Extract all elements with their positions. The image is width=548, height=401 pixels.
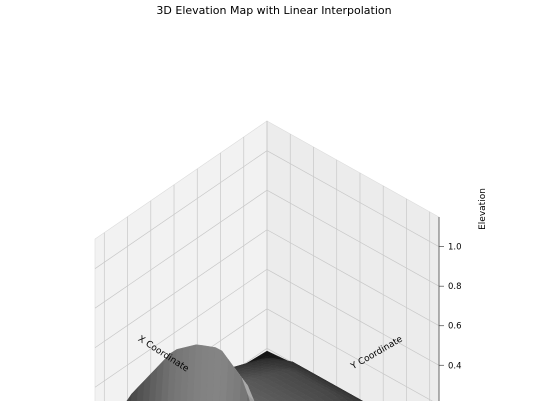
z-tick-label: 0.4 [448, 361, 462, 371]
pane-right [267, 121, 439, 401]
z-axis-label: Elevation [478, 188, 488, 230]
z-tick-label: 0.6 [448, 322, 462, 332]
z-tick-label: 0.8 [448, 282, 462, 292]
z-tick-label: 1.0 [448, 243, 462, 253]
